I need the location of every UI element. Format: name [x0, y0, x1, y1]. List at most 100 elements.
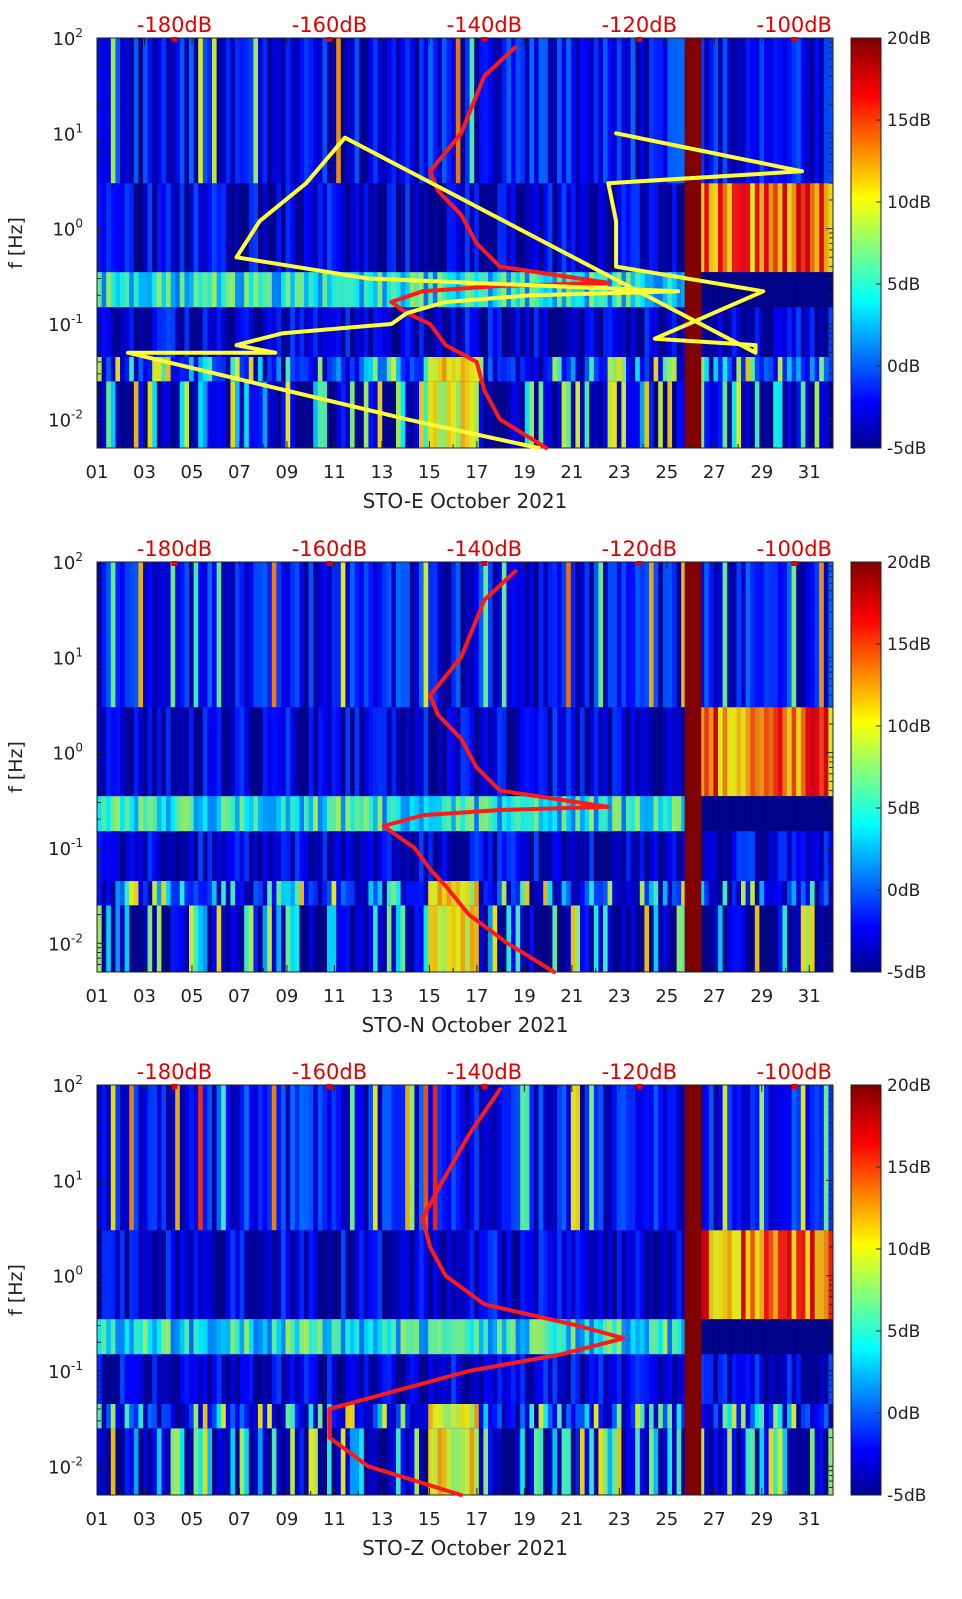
spectrogram-cell — [331, 183, 337, 273]
spectrogram-cell — [340, 381, 346, 448]
spectrogram-cell — [409, 831, 415, 881]
spectrogram-cell — [193, 1319, 199, 1355]
spectrogram-cell — [271, 381, 277, 448]
spectrogram-cell — [584, 905, 590, 972]
spectrogram-cell — [745, 183, 751, 273]
spectrogram-cell — [603, 1354, 608, 1404]
spectrogram-cell — [460, 1230, 466, 1320]
spectrogram-cell — [124, 707, 130, 797]
spectrogram-cell — [626, 562, 631, 708]
spectrogram-cell — [658, 881, 664, 906]
spectrogram-cell — [672, 1230, 677, 1320]
spectrogram-cell — [170, 562, 176, 708]
spectrogram-cell — [428, 707, 434, 797]
spectrogram-cell — [345, 1354, 351, 1404]
spectrogram-cell — [520, 1428, 526, 1495]
spectrogram-cell — [400, 357, 406, 382]
spectrogram-cell — [584, 1354, 590, 1404]
spectrogram-cell — [708, 905, 714, 972]
spectrogram-cell — [667, 1404, 673, 1429]
spectrogram-cell — [589, 183, 595, 273]
spectrogram-cell — [667, 881, 673, 906]
spectrogram-cell — [501, 562, 507, 708]
spectrogram-cell — [538, 1319, 544, 1355]
spectrogram-cell — [244, 381, 250, 448]
spectrogram-cell — [110, 307, 116, 357]
spectrogram-cell — [741, 1085, 746, 1231]
spectrogram-cell — [396, 1085, 401, 1231]
spectrogram-cell — [327, 1230, 332, 1320]
spectrogram-cell — [570, 1354, 576, 1404]
spectrogram-cell — [676, 1085, 682, 1231]
spectrogram-cell — [649, 1230, 654, 1320]
spectrogram-cell — [478, 357, 484, 382]
spectrogram-cell — [437, 831, 443, 881]
spectrogram-cell — [681, 881, 687, 906]
spectrogram-cell — [534, 707, 539, 797]
spectrogram-cell — [400, 1354, 406, 1404]
spectrogram-cell — [649, 1354, 654, 1404]
spectrogram-cell — [166, 183, 171, 273]
spectrogram-cell — [557, 707, 562, 797]
spectrogram-cell — [110, 1354, 116, 1404]
spectrogram-cell — [667, 707, 673, 797]
spectrogram-cell — [350, 183, 355, 273]
spectrogram-cell — [327, 1428, 332, 1495]
spectrogram-cell — [161, 831, 167, 881]
spectrogram-cell — [423, 831, 429, 881]
spectrogram-cell — [437, 1319, 443, 1355]
spectrogram-cell — [276, 562, 282, 708]
spectrogram-cell — [294, 562, 300, 708]
spectrogram-cell — [409, 183, 415, 273]
spectrogram-cell — [331, 1230, 337, 1320]
spectrogram-cell — [506, 1428, 512, 1495]
spectrogram-cell — [483, 796, 489, 832]
spectrogram-cell — [515, 1230, 521, 1320]
spectrogram-cell — [787, 1319, 792, 1355]
spectrogram-cell — [193, 183, 199, 273]
spectrogram-cell — [520, 562, 526, 708]
spectrogram-cell — [644, 796, 650, 832]
spectrogram-cell — [754, 1404, 760, 1429]
spectrogram-cell — [101, 1404, 107, 1429]
spectrogram-cell — [244, 1428, 250, 1495]
spectrogram-cell — [161, 881, 167, 906]
spectrogram-cell — [299, 38, 305, 184]
spectrogram-cell — [106, 381, 112, 448]
spectrogram-cell — [212, 1085, 217, 1231]
spectrogram-cell — [764, 183, 769, 273]
spectrogram-cell — [644, 881, 650, 906]
spectrogram-cell — [782, 1085, 788, 1231]
spectrogram-cell — [598, 381, 604, 448]
spectrogram-cell — [230, 381, 236, 448]
spectrogram-cell — [570, 381, 576, 448]
spectrogram-cell — [745, 1404, 751, 1429]
spectrogram-cell — [520, 183, 526, 273]
spectrogram-cell — [198, 831, 204, 881]
spectrogram-cell — [156, 357, 162, 382]
spectrogram-cell — [810, 1085, 815, 1231]
spectrogram-cell — [727, 307, 733, 357]
spectrogram-cell — [511, 1319, 516, 1355]
spectrogram-cell — [672, 796, 677, 832]
spectrogram-cell — [561, 381, 567, 448]
spectrogram-cell — [207, 1354, 213, 1404]
spectrogram-cell — [805, 905, 811, 972]
spectrogram-cell — [428, 881, 434, 906]
spectrogram-cell — [649, 1404, 654, 1429]
spectrogram-cell — [547, 1230, 553, 1320]
spectrogram-cell — [350, 1404, 355, 1429]
spectrogram-cell — [672, 881, 677, 906]
spectrogram-cell — [244, 1319, 250, 1355]
spectrogram-cell — [524, 905, 530, 972]
spectrogram-cell — [593, 1085, 599, 1231]
spectrogram-cell — [207, 562, 213, 708]
x-tick-label: 31 — [798, 986, 821, 1007]
spectrogram-cell — [216, 357, 222, 382]
spectrogram-cell — [478, 183, 484, 273]
spectrogram-cell — [170, 1404, 176, 1429]
spectrogram-cell — [97, 1230, 102, 1320]
spectrogram-cell — [750, 707, 756, 797]
spectrogram-cell — [520, 1354, 526, 1404]
spectrogram-cell — [193, 831, 199, 881]
